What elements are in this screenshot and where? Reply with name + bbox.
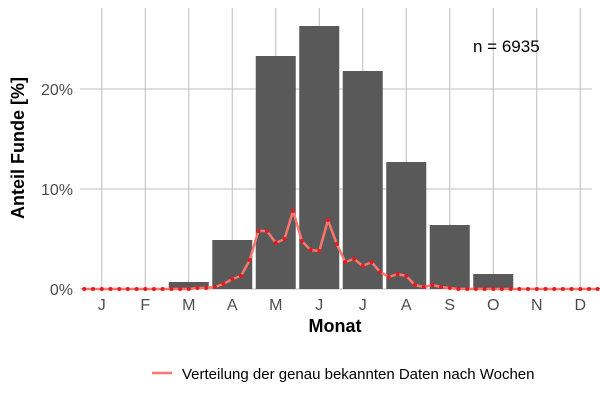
series-point — [160, 287, 165, 291]
x-tick-label: M — [182, 297, 195, 314]
x-tick-label: O — [487, 297, 499, 314]
series-point — [378, 270, 383, 274]
series-point — [473, 287, 478, 291]
bar — [255, 56, 296, 289]
series-point — [256, 229, 261, 233]
series-point — [221, 282, 226, 286]
x-tick-label: S — [444, 297, 455, 314]
series-point — [282, 237, 287, 241]
legend-label: Verteilung der genau bekannten Daten nac… — [182, 366, 535, 383]
series-point — [447, 286, 452, 290]
line-layer — [82, 209, 600, 291]
bar — [168, 282, 209, 289]
series-point — [482, 287, 487, 291]
series-point — [404, 274, 409, 278]
x-axis-title: Monat — [309, 316, 362, 336]
bars — [81, 26, 600, 289]
x-tick-label: D — [574, 297, 586, 314]
bar — [386, 162, 427, 289]
series-point — [230, 277, 235, 281]
series-point — [465, 287, 470, 291]
x-tick-label: J — [359, 297, 367, 314]
bar — [473, 274, 514, 289]
series-point — [587, 287, 591, 291]
series-point — [578, 287, 583, 291]
x-tick-label: J — [98, 297, 106, 314]
series-point — [430, 283, 435, 287]
series-point — [343, 260, 348, 264]
x-tick-label: J — [315, 297, 323, 314]
series-point — [134, 287, 139, 291]
series-point — [517, 287, 522, 291]
series-point — [369, 260, 374, 264]
series-point — [508, 287, 513, 291]
series-point — [82, 287, 87, 291]
series-point — [273, 241, 278, 245]
series-point — [195, 286, 200, 290]
x-tick-label: A — [401, 297, 412, 314]
series-point — [151, 287, 156, 291]
series-point — [108, 287, 113, 291]
series-line — [84, 209, 598, 291]
series-point — [334, 242, 339, 246]
series-point — [299, 239, 304, 243]
series-point — [91, 287, 95, 291]
series-point — [178, 287, 183, 291]
grid — [80, 8, 592, 290]
series-point — [247, 258, 252, 262]
bar — [429, 225, 470, 289]
series-point — [412, 283, 417, 287]
series-point — [212, 285, 217, 289]
y-tick-label: 20% — [41, 82, 73, 99]
series-point — [439, 285, 444, 289]
series-point — [360, 264, 365, 268]
x-tick-label: N — [531, 297, 543, 314]
series-point — [560, 287, 565, 291]
series-point — [326, 218, 330, 222]
series-point — [169, 287, 174, 291]
axis-ticks: 0% 10% 20% J F M A M J J A S O N D — [41, 82, 586, 314]
series-point — [595, 287, 600, 291]
series-point — [186, 287, 191, 291]
series-point — [291, 209, 296, 213]
x-tick-label: F — [140, 297, 150, 314]
series-point — [421, 285, 426, 289]
series-point — [456, 287, 461, 291]
series-point — [143, 287, 148, 291]
series-point — [526, 287, 530, 291]
series-point — [552, 287, 557, 291]
series-point — [204, 286, 209, 290]
x-tick-label: M — [269, 297, 282, 314]
series-point — [125, 287, 130, 291]
series-point — [491, 287, 496, 291]
series-point — [317, 249, 322, 253]
series-point — [265, 229, 269, 233]
series-point — [99, 287, 104, 291]
series-point — [499, 287, 504, 291]
series-point — [386, 275, 391, 279]
series-point — [117, 287, 122, 291]
series-point — [534, 287, 539, 291]
series-point — [543, 287, 548, 291]
x-tick-label: A — [227, 297, 238, 314]
legend: Verteilung der genau bekannten Daten nac… — [152, 366, 535, 383]
bar — [342, 71, 383, 289]
y-tick-label: 0% — [50, 282, 73, 299]
series-point — [352, 257, 357, 261]
annotation-n: n = 6935 — [473, 37, 540, 56]
series-point — [308, 248, 313, 252]
y-tick-label: 10% — [41, 182, 73, 199]
series-point — [239, 274, 243, 278]
series-point — [395, 272, 400, 276]
y-axis-title: Anteil Funde [%] — [8, 77, 28, 219]
series-point — [569, 287, 574, 291]
